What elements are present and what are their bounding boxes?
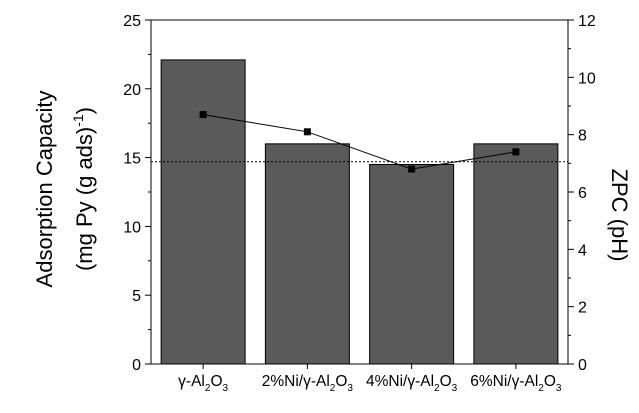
y-axis-title-line2-pre: (mg Py (g ads): [72, 127, 97, 271]
y-axis-title-line1: Adsorption Capacity: [32, 91, 57, 288]
x-tick-label-part: 3: [556, 383, 562, 394]
bar: [473, 143, 559, 365]
bar: [264, 143, 350, 365]
x-tick-label-part: 2: [330, 383, 336, 394]
y2-tick-label: 0: [578, 357, 587, 374]
y-tick-label: 10: [123, 219, 141, 236]
x-tick-label-part: 4%Ni/γ-Al: [366, 373, 434, 390]
y2-tick-label: 8: [578, 128, 587, 145]
x-tick-label: 6%Ni/γ-Al2O3: [470, 373, 562, 394]
x-tick-label-part: 2%Ni/γ-Al: [262, 373, 330, 390]
x-tick-label-part: 2: [205, 383, 211, 394]
x-tick-label-part: O: [544, 373, 556, 390]
x-tick-label-part: 6%Ni/γ-Al: [470, 373, 538, 390]
zpc-line: [203, 114, 516, 170]
x-tick-label-part: 2: [538, 383, 544, 394]
bar-series: [160, 59, 559, 365]
x-tick-label-part: 3: [347, 383, 353, 394]
x-tick-label-part: O: [335, 373, 347, 390]
y-tick-label: 25: [123, 13, 141, 30]
y2-tick-label: 12: [578, 13, 596, 30]
x-tick-label-part: 3: [452, 383, 458, 394]
zpc-point: [512, 148, 520, 156]
y-tick-label: 15: [123, 151, 141, 168]
x-tick-label: γ-Al2O3: [178, 373, 228, 394]
y2-tick-label: 4: [578, 242, 587, 259]
zpc-point: [408, 165, 416, 173]
y-axis-title-line2: (mg Py (g ads)-1): [70, 107, 97, 271]
x-tick-label: 2%Ni/γ-Al2O3: [262, 373, 354, 394]
y2-axis-title: ZPC (pH): [607, 169, 632, 262]
bar: [369, 163, 455, 365]
y-axis-title-line2-post: ): [72, 107, 97, 114]
y-tick-label: 20: [123, 82, 141, 99]
x-tick-label-part: O: [210, 373, 222, 390]
bar: [160, 59, 246, 365]
x-tick-label: 4%Ni/γ-Al2O3: [366, 373, 458, 394]
x-tick-label-part: 2: [434, 383, 440, 394]
y2-tick-label: 10: [578, 70, 596, 87]
zpc-point: [303, 128, 311, 136]
y-axis-title-superscript: -1: [70, 114, 86, 127]
y2-tick-label: 6: [578, 185, 587, 202]
x-tick-label-part: γ-Al: [178, 373, 205, 390]
zpc-point: [199, 111, 207, 119]
y2-tick-label: 2: [578, 300, 587, 317]
x-tick-label-part: 3: [223, 383, 229, 394]
x-tick-label-part: O: [440, 373, 452, 390]
zpc-line-series: [199, 111, 520, 173]
y-tick-label: 0: [132, 357, 141, 374]
y-tick-label: 5: [132, 288, 141, 305]
